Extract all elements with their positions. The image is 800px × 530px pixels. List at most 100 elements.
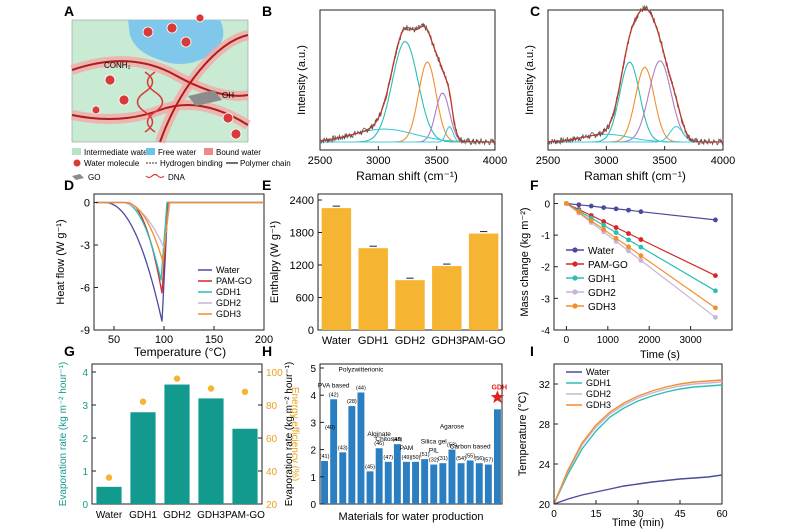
bar-reference-label: (46) xyxy=(374,441,384,447)
bar xyxy=(466,460,474,504)
efficiency-point xyxy=(241,388,249,395)
bar-reference-label: (45) xyxy=(365,464,375,470)
data-point xyxy=(713,288,718,294)
data-point xyxy=(601,227,607,232)
x-tick-label: 45 xyxy=(674,509,686,520)
plot-area: 2500 3000 3500 4000 xyxy=(536,4,735,167)
y-tick-label: 1 xyxy=(82,467,88,478)
y-axis-label: Heat flow (W g⁻¹) xyxy=(55,219,67,304)
data-point xyxy=(626,231,631,236)
series-line-gdh2 xyxy=(566,203,716,318)
legend-label-water: Water xyxy=(588,246,615,257)
label-oh: OH xyxy=(222,91,234,100)
plot-area: Water GDH1 GDH2 GDH3 PAM-GO 0 1 2 3 4 20 40 60 80 100 xyxy=(82,368,283,521)
material-group-label: PAM xyxy=(400,445,414,452)
series-line-gdh3 xyxy=(566,203,716,309)
polymer-chain-2 xyxy=(159,34,249,143)
data-point xyxy=(601,219,607,224)
panel-a-legend: Intermediate water Free water Bound wate… xyxy=(72,148,291,182)
y-axis-label: Evaporation rate (kg m⁻² hour⁻¹) xyxy=(284,362,295,507)
legend-label-gdh1: GDH1 xyxy=(588,274,616,285)
legend-label-gdh3: GDH3 xyxy=(216,309,241,319)
bar-gdh2 xyxy=(395,280,425,330)
bar-reference-label: (31) xyxy=(438,456,448,462)
legend-label-gdh2: GDH2 xyxy=(588,288,616,299)
bar-reference-label: (57) xyxy=(483,458,493,464)
y-tick-label: 2 xyxy=(310,446,316,457)
y-tick-label: 0 xyxy=(84,198,90,210)
panel-letter-e: E xyxy=(262,177,271,193)
plot-area: Water GDH1 GDH2 GDH3 PAM-GO 0 600 1200 1800 2400 xyxy=(290,195,506,347)
legend-label-polymer-chain: Polymer chain xyxy=(240,159,291,168)
x-tick-label: 50 xyxy=(108,334,120,346)
water-molecule-group xyxy=(91,13,242,140)
x-tick-label: 150 xyxy=(205,334,223,346)
x-axis-label: Raman shift (cm⁻¹) xyxy=(356,169,458,183)
legend-label-free-water: Free water xyxy=(158,148,197,157)
legend-marker xyxy=(572,261,578,267)
panel-d: 50 100 150 200 0 -3 -6 -9 Heat flow (W g⁻¹) Tem… xyxy=(55,193,273,359)
y2-tick-label: 100 xyxy=(266,368,283,379)
x-tick-label: Water xyxy=(96,510,123,521)
x-axis-label: Temperature (°C) xyxy=(134,345,226,359)
bar xyxy=(402,461,410,504)
y-tick-label: -6 xyxy=(80,283,90,295)
legend-marker xyxy=(572,303,578,309)
x-tick-label: 100 xyxy=(155,334,173,346)
bar xyxy=(348,406,356,504)
efficiency-point xyxy=(173,375,181,382)
panel-c: 2500 3000 3500 4000 Intensity (a.u.) Raman … xyxy=(524,4,735,183)
legend-label-water: Water xyxy=(586,367,610,377)
bar-reference-label: (49) xyxy=(402,455,412,461)
y-axis-label: Intensity (a.u.) xyxy=(524,45,536,115)
y-tick-label: 28 xyxy=(539,420,551,431)
legend-label-intermediate-water: Intermediate water xyxy=(84,148,151,157)
y-tick-label: 3 xyxy=(310,418,316,429)
highlight-label: GDH xyxy=(491,384,507,391)
fit-component-peak xyxy=(320,40,495,143)
data-point xyxy=(601,205,607,211)
bar-gdh2 xyxy=(164,384,190,504)
data-point xyxy=(638,258,644,263)
y2-tick-label: 20 xyxy=(266,500,278,511)
x-tick-label: 3500 xyxy=(652,155,676,167)
legend-label-hydrogen-binding: Hydrogen binding xyxy=(160,159,223,168)
y2-tick-label: 40 xyxy=(266,467,278,478)
y-tick-label: 1200 xyxy=(290,260,314,272)
raw-spectrum-line xyxy=(319,22,496,146)
x-tick-label: GDH1 xyxy=(129,510,157,521)
y-tick-label: 4 xyxy=(82,368,88,379)
legend-label-dna: DNA xyxy=(168,173,186,182)
y-tick-label: 0 xyxy=(308,325,314,337)
x-tick-label: 1000 xyxy=(597,335,620,346)
y-tick-label: 5 xyxy=(310,364,316,375)
legend-label-gdh3: GDH3 xyxy=(588,302,616,313)
plot-area: 0 1000 2000 3000 0 -1 -2 -3 -4 xyxy=(541,199,718,346)
plot-frame xyxy=(319,9,496,151)
y-tick-label: 0 xyxy=(82,500,88,511)
plot-frame xyxy=(547,9,724,151)
bar-reference-label: (48) xyxy=(392,437,402,443)
y-tick-label: -2 xyxy=(541,263,550,274)
go-icon xyxy=(72,174,84,180)
x-tick-label: 2000 xyxy=(638,335,661,346)
fitted-envelope-line xyxy=(547,8,723,143)
bar xyxy=(321,461,329,504)
raw-spectrum-line xyxy=(547,4,724,146)
legend-swatch-free-water xyxy=(146,148,155,155)
material-group-label: Alginate xyxy=(367,431,391,438)
y-tick-label: 20 xyxy=(539,500,551,511)
data-point xyxy=(638,244,644,250)
data-point xyxy=(576,202,582,208)
plot-frame xyxy=(553,363,723,505)
y-tick-label: 3 xyxy=(82,401,88,412)
panel-b: 2500 3000 3500 4000 Intensity (a.u.) Raman … xyxy=(296,9,507,183)
x-tick-label: 4000 xyxy=(711,155,735,167)
y2-axis-label: Energy efficiency (%) xyxy=(289,387,300,481)
bar-reference-label: (42) xyxy=(329,392,339,398)
panel-letter-i: I xyxy=(530,343,534,359)
y-tick-label: 1 xyxy=(310,473,316,484)
bar xyxy=(330,399,338,504)
polymer-chain-3 xyxy=(71,104,249,126)
legend-swatch-intermediate-water xyxy=(72,148,81,155)
